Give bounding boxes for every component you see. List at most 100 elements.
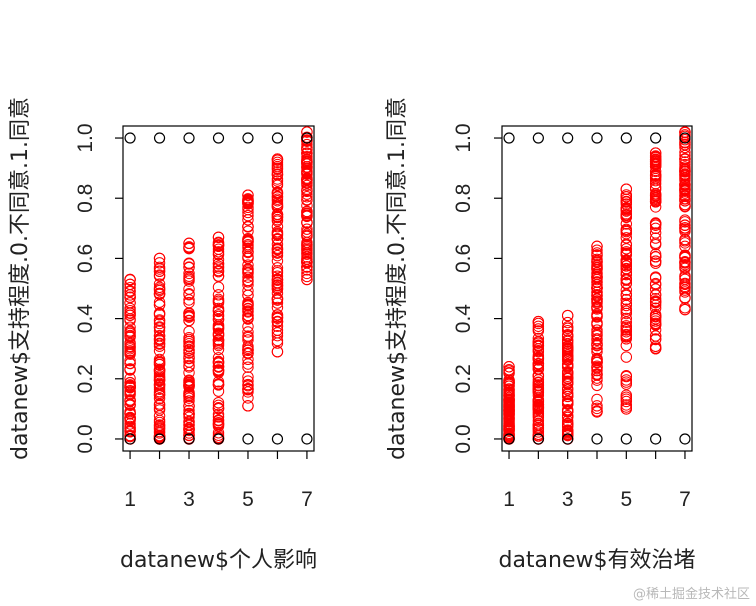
fitted-point <box>561 334 574 346</box>
fitted-point <box>649 277 662 290</box>
fitted-point <box>620 320 633 332</box>
fitted-point <box>271 208 284 221</box>
fitted-point <box>561 403 574 416</box>
fitted-point <box>591 352 603 365</box>
fitted-point <box>301 208 313 220</box>
fitted-point <box>242 214 254 226</box>
fitted-point <box>503 402 515 414</box>
observed-point <box>183 132 195 144</box>
observed-point <box>271 132 284 144</box>
fitted-point <box>183 307 195 319</box>
fitted-point <box>591 402 603 415</box>
y-tick-label: 0.4 <box>452 304 475 334</box>
fitted-point <box>679 178 691 190</box>
fitted-point <box>503 399 515 411</box>
y-tick-label: 1.0 <box>452 123 475 152</box>
fitted-point <box>271 220 284 233</box>
fitted-point <box>649 330 662 342</box>
fitted-point <box>620 198 633 210</box>
fitted-point <box>271 279 284 291</box>
fitted-point <box>153 317 166 330</box>
fitted-point <box>242 279 254 291</box>
fitted-point <box>620 333 633 345</box>
fitted-point <box>212 343 225 356</box>
fitted-point <box>242 194 254 206</box>
fitted-point <box>212 309 225 321</box>
fitted-point <box>271 249 284 262</box>
fitted-point <box>301 176 313 189</box>
fitted-point <box>679 284 691 296</box>
observed-point <box>591 132 603 144</box>
fitted-point <box>271 267 284 279</box>
fitted-point <box>153 257 166 269</box>
fitted-point <box>212 237 225 249</box>
fitted-point <box>591 339 603 352</box>
observed-point <box>562 132 574 144</box>
y-tick-label: 0.6 <box>452 244 475 273</box>
fitted-point <box>301 188 313 200</box>
fitted-point <box>271 274 284 286</box>
fitted-point <box>183 261 195 274</box>
fitted-point <box>212 260 225 272</box>
y-axis-title: datanew$支持程度.0.不同意.1.同意 <box>385 97 410 460</box>
fitted-point <box>153 419 166 431</box>
fitted-point <box>212 355 225 368</box>
fitted-point <box>649 333 662 345</box>
fitted-point <box>183 275 195 287</box>
fitted-point <box>561 428 574 441</box>
fitted-point <box>620 351 633 363</box>
observed-point <box>242 433 254 445</box>
y-tick-label: 0.0 <box>452 424 475 453</box>
fitted-point <box>649 222 662 235</box>
fitted-point <box>183 237 195 250</box>
fitted-point <box>591 329 603 342</box>
fitted-point <box>183 395 195 407</box>
fitted-point <box>649 283 662 295</box>
fitted-point <box>591 290 603 302</box>
fitted-point <box>153 425 166 438</box>
y-axis-title: datanew$支持程度.0.不同意.1.同意 <box>8 97 33 460</box>
x-axis-title: datanew$有效治堵 <box>498 548 695 573</box>
fitted-point <box>153 374 166 386</box>
fitted-point <box>183 242 195 254</box>
fitted-point <box>503 361 515 373</box>
fitted-point <box>649 255 662 267</box>
fitted-point <box>561 372 574 385</box>
fitted-point <box>591 364 603 377</box>
fitted-point <box>561 384 574 396</box>
observed-point <box>620 433 632 445</box>
fitted-point <box>620 249 633 261</box>
fitted-point <box>183 352 195 365</box>
fitted-point <box>242 201 254 214</box>
fitted-point <box>591 244 603 256</box>
fitted-point <box>591 400 603 412</box>
fitted-point <box>212 396 225 409</box>
fitted-point <box>242 242 254 254</box>
fitted-point <box>242 198 254 210</box>
fitted-point <box>620 316 633 328</box>
observed-point <box>183 433 195 445</box>
fitted-point <box>124 314 136 327</box>
fitted-point <box>679 225 691 237</box>
fitted-point <box>183 386 195 399</box>
fitted-point <box>212 364 225 376</box>
fitted-point <box>649 238 662 251</box>
fitted-point <box>591 240 603 253</box>
observed-point <box>212 433 225 445</box>
fitted-point <box>271 270 284 282</box>
fitted-point <box>271 195 284 207</box>
fitted-point <box>242 326 254 338</box>
fitted-point <box>532 357 545 370</box>
fitted-point <box>183 288 195 301</box>
fitted-point <box>561 347 574 359</box>
fitted-point <box>561 366 574 378</box>
y-tick-label: 0.8 <box>452 184 475 213</box>
fitted-point <box>532 332 545 345</box>
fitted-point <box>271 262 284 274</box>
fitted-point <box>242 344 254 356</box>
fitted-point <box>124 281 136 294</box>
fitted-point <box>212 231 225 244</box>
fitted-point <box>503 419 515 431</box>
fitted-point <box>242 371 254 383</box>
fitted-point <box>503 365 515 377</box>
